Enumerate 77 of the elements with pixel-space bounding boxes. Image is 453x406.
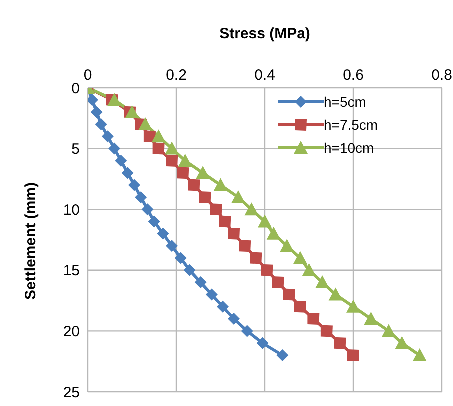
point (308, 313, 320, 326)
point (241, 325, 254, 338)
x-tick-label: 0 (84, 67, 92, 84)
point (219, 216, 232, 228)
point (256, 337, 269, 350)
point (166, 154, 178, 167)
y-tick-label: 10 (63, 202, 80, 219)
point (283, 288, 296, 301)
point (302, 263, 316, 276)
point (294, 300, 306, 313)
point (135, 191, 148, 204)
x-tick-label: 0.6 (343, 67, 364, 84)
y-tick-label: 20 (63, 324, 80, 341)
point (108, 93, 122, 106)
point (293, 251, 308, 264)
point (184, 264, 196, 276)
point (165, 142, 180, 155)
point (206, 288, 218, 301)
point (395, 336, 410, 350)
point (261, 264, 274, 276)
legend-label: h=5cm (324, 94, 366, 110)
point (258, 214, 272, 228)
point (178, 154, 192, 167)
point (199, 191, 212, 204)
legend-label: h=7.5cm (324, 116, 378, 132)
point (231, 190, 246, 204)
point (194, 276, 207, 289)
point (166, 240, 178, 252)
point (334, 337, 346, 350)
point (228, 228, 240, 240)
point (412, 348, 427, 362)
point (177, 167, 190, 180)
point (115, 154, 128, 167)
y-tick-label: 15 (63, 262, 80, 280)
x-tick-label: 0.4 (254, 67, 276, 84)
point (382, 324, 396, 338)
point (280, 239, 294, 252)
y-axis-title: Settlement (mm) (22, 182, 40, 300)
point (216, 300, 229, 313)
point (272, 276, 284, 289)
x-tick-label: 0.2 (166, 67, 187, 84)
point (228, 313, 240, 326)
point (214, 178, 228, 192)
point (364, 312, 378, 326)
point (210, 204, 222, 216)
point (108, 142, 121, 155)
point (95, 118, 108, 130)
point (276, 350, 289, 362)
y-tick-label: 0 (72, 80, 80, 98)
point (128, 179, 140, 192)
point (250, 252, 262, 264)
point (328, 288, 343, 301)
y-tick-label: 25 (63, 384, 80, 402)
x-axis-title: Stress (MPa) (220, 26, 310, 43)
point (138, 117, 153, 130)
point (266, 226, 281, 240)
point (196, 166, 210, 180)
legend-label: h=10cm (324, 140, 374, 156)
point (157, 228, 170, 240)
point (348, 350, 360, 362)
point (122, 167, 134, 180)
point (90, 106, 103, 118)
point (174, 252, 187, 264)
point (320, 325, 333, 338)
point (148, 216, 160, 228)
point (188, 179, 200, 192)
point (239, 240, 252, 252)
x-tick-label: 0.8 (432, 67, 452, 84)
point (346, 300, 360, 313)
point (244, 202, 259, 216)
point (142, 204, 154, 216)
y-tick-label: 5 (72, 141, 80, 158)
point (152, 130, 166, 143)
point (152, 142, 165, 155)
point (125, 105, 140, 118)
point (102, 130, 114, 143)
point (316, 276, 330, 289)
